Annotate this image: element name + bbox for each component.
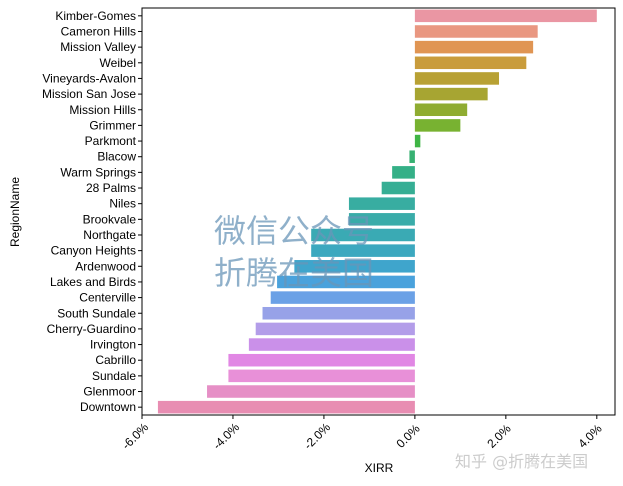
bar bbox=[348, 213, 415, 226]
bar bbox=[414, 134, 421, 148]
bar bbox=[381, 181, 415, 195]
y-tick-label: Blacow bbox=[97, 150, 136, 164]
y-axis-title: RegionName bbox=[8, 177, 22, 247]
y-tick-label: South Sundale bbox=[57, 306, 136, 320]
bar bbox=[414, 56, 527, 70]
bar bbox=[311, 228, 415, 242]
bar bbox=[207, 385, 415, 398]
x-tick-label: 0.0% bbox=[393, 421, 422, 450]
bar bbox=[228, 369, 415, 383]
bar bbox=[414, 87, 488, 101]
y-tick-label: Brookvale bbox=[83, 212, 137, 226]
plot-frame bbox=[141, 7, 616, 416]
y-tick-label: Canyon Heights bbox=[51, 244, 136, 258]
credit-watermark: 知乎 @折腾在美国 bbox=[455, 452, 588, 471]
y-tick-label: Sundale bbox=[92, 369, 136, 383]
y-tick-label: Grimmer bbox=[89, 118, 136, 132]
y-tick-label: Niles bbox=[109, 197, 136, 211]
bar bbox=[311, 244, 415, 257]
y-tick-label: Mission San Jose bbox=[42, 87, 136, 101]
bar bbox=[414, 40, 534, 54]
bar bbox=[294, 260, 415, 273]
x-axis-title: XIRR bbox=[365, 461, 394, 475]
watermark-line-2: 折腾在美国 bbox=[214, 254, 374, 292]
y-tick-label: Cherry-Guardino bbox=[47, 322, 137, 336]
y-tick-label: Mission Hills bbox=[69, 103, 136, 117]
bar bbox=[414, 25, 538, 38]
bar bbox=[255, 322, 415, 336]
x-ticks: -6.0% -4.0% -2.0% 0.0% 2.0% 4.0% bbox=[119, 415, 605, 452]
bar bbox=[414, 9, 597, 23]
watermark-line-1: 微信公众号 bbox=[214, 212, 374, 250]
x-tick-label: 4.0% bbox=[575, 421, 604, 450]
y-tick-label: Weibel bbox=[100, 56, 136, 70]
y-tick-label: Ardenwood bbox=[75, 259, 136, 273]
y-tick-label: Glenmoor bbox=[83, 385, 136, 399]
y-tick-label: Centerville bbox=[79, 291, 136, 305]
bar bbox=[270, 291, 415, 304]
y-tick-label: Cabrillo bbox=[95, 353, 136, 367]
bar bbox=[157, 400, 415, 414]
bar bbox=[414, 103, 468, 117]
x-tick-label: -2.0% bbox=[301, 420, 333, 452]
bar bbox=[348, 197, 415, 210]
bar bbox=[409, 150, 415, 163]
x-tick-label: -4.0% bbox=[210, 420, 242, 452]
bars-group bbox=[157, 9, 597, 414]
y-tick-label: Cameron Hills bbox=[61, 24, 136, 38]
y-tick-label: Downtown bbox=[80, 400, 136, 414]
y-tick-label: 28 Palms bbox=[86, 181, 136, 195]
y-tick-label: Kimber-Gomes bbox=[55, 9, 136, 23]
bar bbox=[277, 275, 415, 289]
y-tick-label: Lakes and Birds bbox=[50, 275, 136, 289]
x-tick-label: 2.0% bbox=[484, 421, 513, 450]
y-tick-label: Irvington bbox=[90, 338, 136, 352]
bar bbox=[414, 119, 461, 132]
bar bbox=[414, 72, 500, 85]
y-tick-label: Mission Valley bbox=[60, 40, 136, 54]
bar bbox=[228, 353, 415, 367]
x-tick-label: -6.0% bbox=[119, 420, 151, 452]
y-tick-label: Parkmont bbox=[85, 134, 137, 148]
y-tick-label: Northgate bbox=[83, 228, 136, 242]
bar bbox=[262, 306, 415, 320]
bar bbox=[392, 166, 415, 179]
y-tick-label: Warm Springs bbox=[60, 165, 136, 179]
y-tick-label: Vineyards-Avalon bbox=[42, 71, 136, 85]
bar bbox=[248, 338, 415, 351]
